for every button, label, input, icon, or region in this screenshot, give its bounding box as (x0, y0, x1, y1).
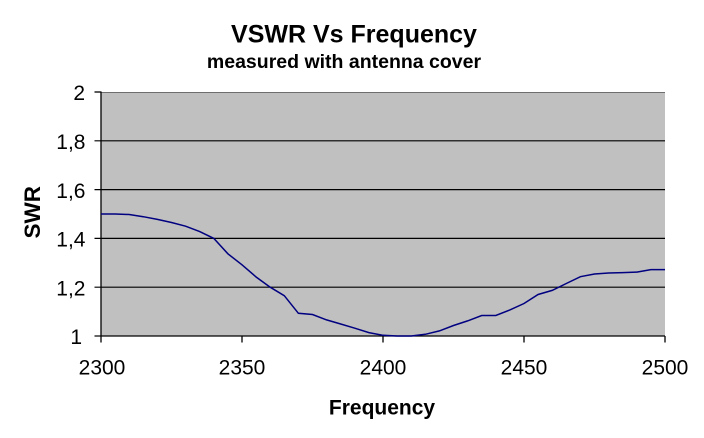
svg-text:1,2: 1,2 (56, 277, 85, 300)
svg-text:2350: 2350 (219, 356, 266, 379)
svg-text:1,8: 1,8 (56, 131, 85, 154)
svg-text:2500: 2500 (642, 356, 689, 379)
svg-text:2: 2 (73, 82, 85, 105)
svg-text:SWR: SWR (20, 186, 45, 239)
svg-text:2450: 2450 (501, 356, 548, 379)
svg-text:1: 1 (70, 326, 82, 349)
svg-text:measured with antenna cover: measured with antenna cover (207, 51, 482, 73)
svg-text:Frequency: Frequency (329, 397, 436, 420)
svg-text:1,6: 1,6 (56, 180, 85, 203)
svg-text:2400: 2400 (360, 356, 407, 379)
svg-text:2300: 2300 (79, 356, 126, 379)
svg-text:1,4: 1,4 (56, 229, 86, 252)
svg-text:VSWR Vs Frequency: VSWR Vs Frequency (231, 21, 477, 49)
